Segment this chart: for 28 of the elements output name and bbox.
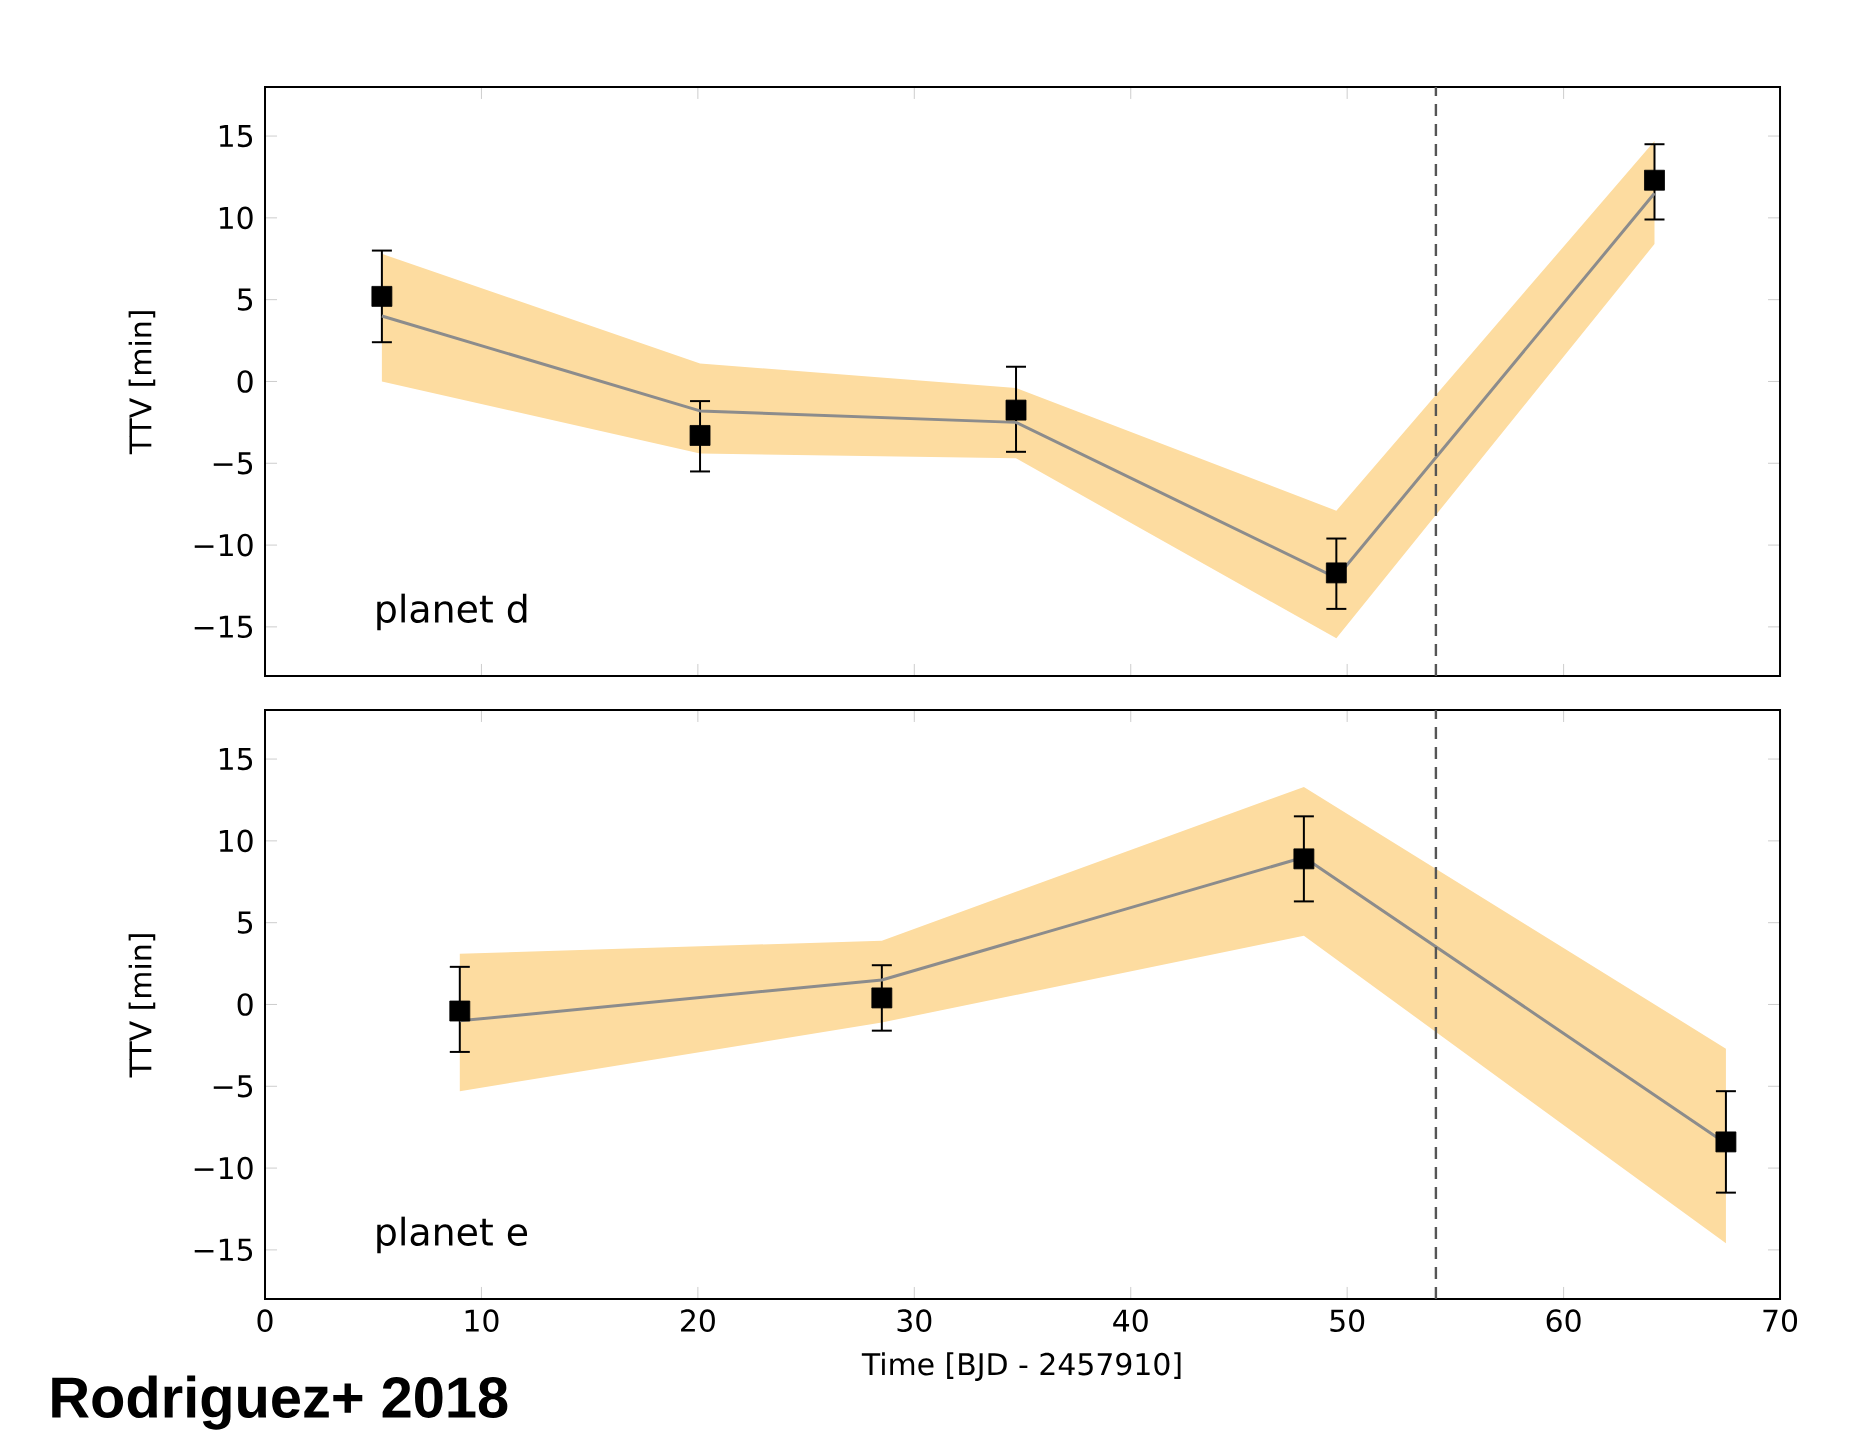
x-axis-title: Time [BJD - 2457910] (861, 1352, 1181, 1381)
y-tick-label: −10 (194, 533, 253, 557)
annotation: planet e (377, 1216, 528, 1254)
y-tick-label: 5 (237, 911, 253, 934)
y-tick-label: −15 (194, 615, 253, 639)
y-tick-label: −5 (213, 1075, 253, 1098)
annotation: planet d (377, 593, 527, 631)
y-tick-label: 10 (219, 206, 253, 230)
y-tick-label: 15 (219, 124, 253, 148)
x-tick-label: 0 (257, 1309, 273, 1332)
y-tick-label: −5 (213, 452, 253, 475)
y-tick-label: 0 (237, 993, 253, 1016)
x-tick-label: 50 (1330, 1309, 1365, 1332)
y-tick-label: 10 (219, 829, 253, 853)
x-tick-label: 10 (465, 1309, 499, 1332)
y-tick-label: 15 (219, 747, 253, 771)
x-tick-label: 70 (1763, 1309, 1798, 1332)
x-tick-label: 30 (897, 1309, 932, 1332)
y-axis-title: TTV [min] (128, 934, 156, 1078)
y-tick-label: −15 (194, 1238, 253, 1262)
x-tick-label: 40 (1113, 1309, 1148, 1332)
y-axis-title: TTV [min] (128, 311, 156, 455)
y-tick-label: 0 (237, 370, 253, 393)
y-tick-label: −10 (194, 1156, 253, 1180)
text: Rodriguez+ 2018 (52, 1375, 508, 1430)
y-tick-label: 5 (237, 288, 253, 311)
x-tick-label: 60 (1546, 1309, 1581, 1332)
x-tick-label: 20 (681, 1309, 715, 1332)
